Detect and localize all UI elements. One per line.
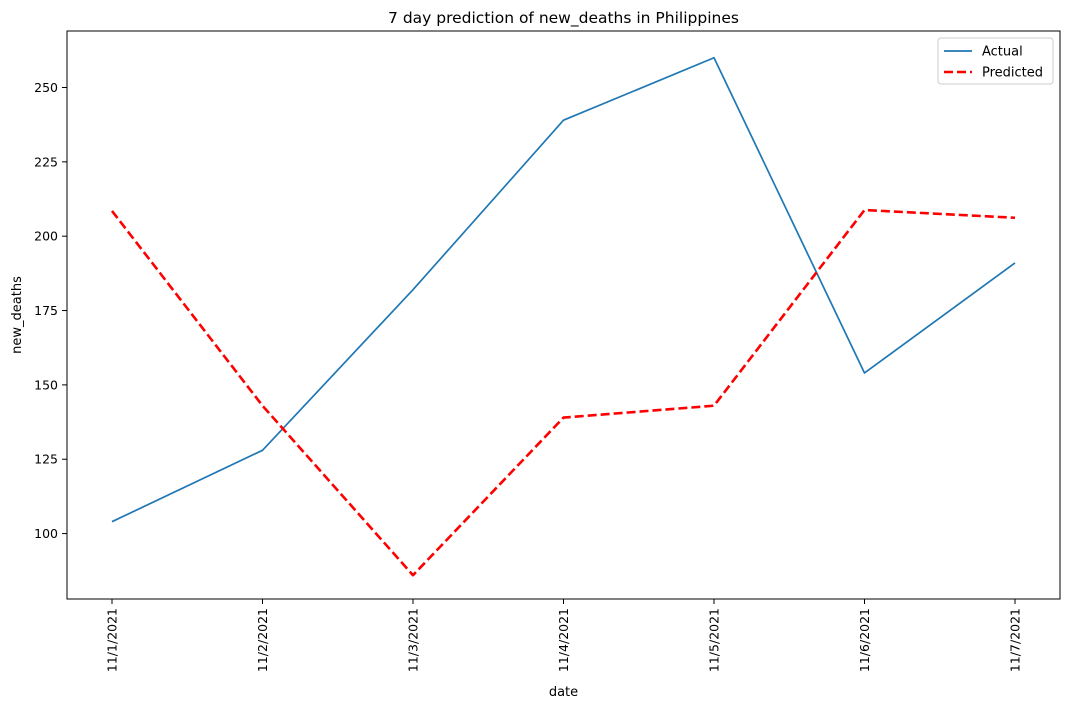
legend-label-predicted: Predicted [982,66,1043,81]
legend: Actual Predicted [937,37,1054,85]
series-line-predicted [110,208,1016,577]
x-tick-label: 11/5/2021 [707,608,722,672]
y-tick-label: 125 [34,452,58,467]
legend-label-actual: Actual [982,45,1023,60]
y-axis-title: new_deaths [10,276,25,354]
y-tick-label: 100 [34,526,58,541]
x-tick-label: 11/6/2021 [857,608,872,672]
x-tick-label: 11/2/2021 [255,608,270,672]
series-line-actual [111,56,1016,523]
y-tick-label: 225 [34,154,58,169]
x-tick-label: 11/4/2021 [556,608,571,672]
legend-box [937,37,1054,85]
x-tick-label: 11/7/2021 [1008,608,1023,672]
x-tick-label: 11/3/2021 [406,608,421,672]
y-tick-label: 175 [34,303,58,318]
plot-area [110,56,1016,577]
y-tick-label: 250 [34,80,58,95]
x-axis-title: date [549,685,578,700]
plot-frame [66,30,1061,600]
y-tick-label: 150 [34,377,58,392]
chart-title: 7 day prediction of new_deaths in Philip… [388,9,739,28]
y-tick-label: 200 [34,229,58,244]
x-tick-label: 11/1/2021 [105,608,120,672]
axes: 100 125 150 175 200 225 250 11/1/2021 11/2/2021 1… [34,30,1061,672]
